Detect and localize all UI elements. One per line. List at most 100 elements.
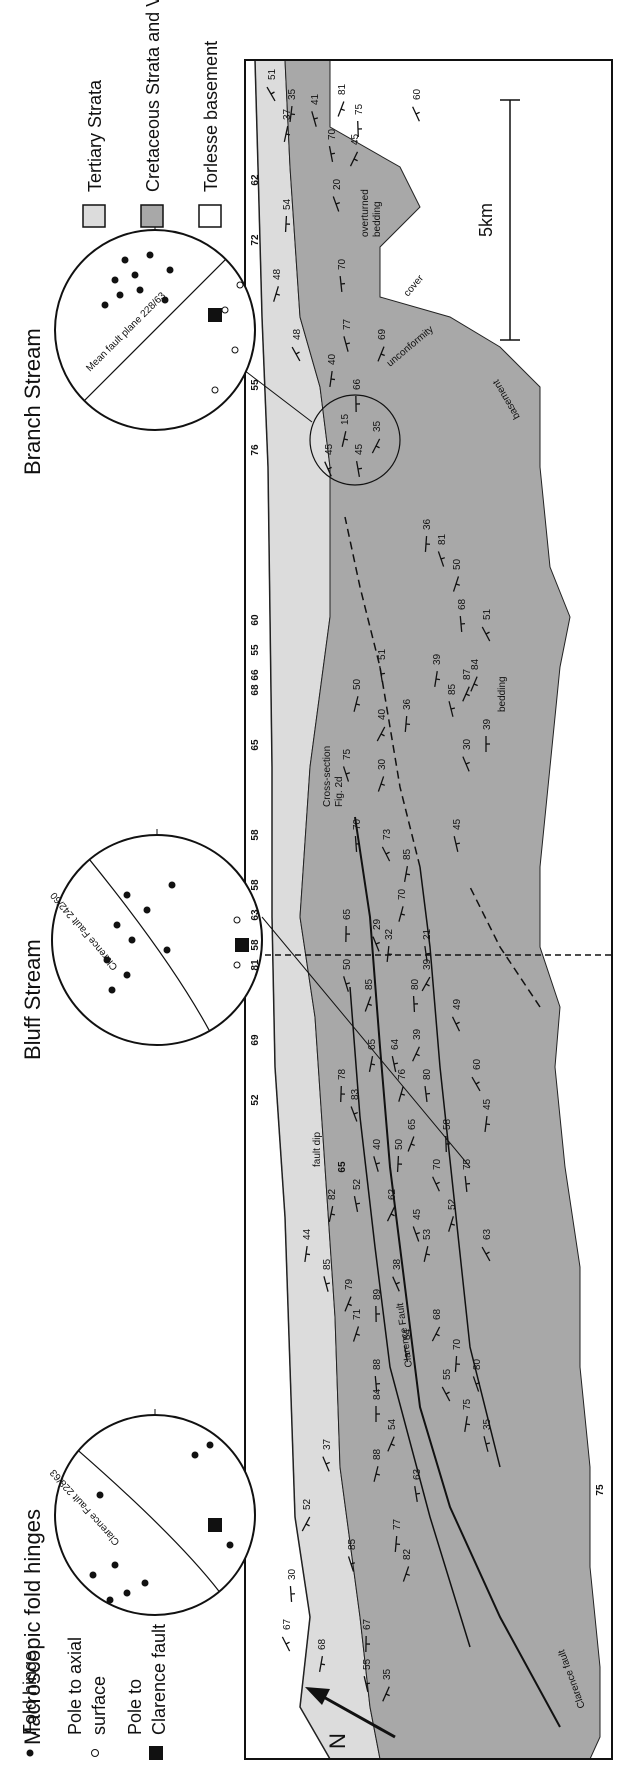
dip-tick <box>286 1642 290 1644</box>
dip-value: 80 <box>410 978 421 990</box>
coast-dip: 55 <box>250 379 261 391</box>
fold-hinge <box>90 1572 97 1579</box>
dip-value: 50 <box>352 678 363 690</box>
dip-value: 85 <box>347 1538 358 1550</box>
dip-value: 80 <box>472 1358 483 1370</box>
dip-value: 70 <box>452 1338 463 1350</box>
fold-hinge <box>122 257 129 264</box>
dip-value: 70 <box>432 1158 443 1170</box>
dip-value: 76 <box>397 1068 408 1080</box>
coast-dip: 68 <box>250 684 261 696</box>
coast-dip: 58 <box>250 879 261 891</box>
dip-value: 81 <box>437 533 448 545</box>
dip-value: 45 <box>324 443 335 455</box>
dip-value: 20 <box>332 178 343 190</box>
axial-pole <box>232 347 238 353</box>
dip-value: 62 <box>387 1188 398 1200</box>
dip-value: 80 <box>422 1068 433 1080</box>
fold-hinge <box>147 252 154 259</box>
dip-value: 85 <box>447 683 458 695</box>
panel-title: Bluff Stream <box>20 939 45 1060</box>
legend-label: Tertiary Strata <box>85 79 105 192</box>
map-label: bedding <box>497 676 508 712</box>
dip-value: 88 <box>372 1358 383 1370</box>
dip-tick <box>341 109 345 110</box>
dip-value: 83 <box>350 1088 361 1100</box>
dip-tick <box>416 112 420 114</box>
dip-value: 82 <box>327 1188 338 1200</box>
coast-dip: 69 <box>250 1034 261 1046</box>
legend-symbol <box>149 1746 163 1760</box>
stereonet <box>52 835 262 1045</box>
dip-value: 45 <box>350 133 361 145</box>
coast-dip: 66 <box>250 669 261 681</box>
dip-tick <box>426 1254 430 1255</box>
map-label: Cross-section <box>322 746 333 807</box>
map-label: fault dip <box>312 1132 323 1167</box>
legend-label: Clarence fault <box>149 1624 169 1735</box>
dip-tick <box>331 1214 335 1215</box>
fault-pole <box>235 938 249 952</box>
dip-value: 37 <box>282 108 293 120</box>
dip-value: 54 <box>387 1418 398 1430</box>
fold-hinge <box>97 1492 104 1499</box>
map-label: bedding <box>372 201 383 237</box>
dip-value: 60 <box>472 1058 483 1070</box>
legend-label: surface <box>89 1676 109 1735</box>
dip-value: 39 <box>412 1028 423 1040</box>
dip-value: 45 <box>354 443 365 455</box>
legend-label: Pole to <box>125 1679 145 1735</box>
dip-value: 68 <box>457 598 468 610</box>
dip-tick <box>286 134 290 135</box>
fold-hinge <box>102 302 109 309</box>
dip-value: 73 <box>382 828 393 840</box>
dip-value: 77 <box>342 318 353 330</box>
dip-value: 66 <box>352 378 363 390</box>
legend-label: Pole to axial <box>65 1637 85 1735</box>
dip-value: 70 <box>327 128 338 140</box>
dip-value: 75 <box>342 748 353 760</box>
scale-bar <box>500 100 520 340</box>
fold-hinge <box>162 297 169 304</box>
axial-pole <box>234 962 240 968</box>
dip-value: 84 <box>372 1388 383 1400</box>
dip-value: 51 <box>377 648 388 660</box>
dip-value: 52 <box>352 1178 363 1190</box>
dip-value: 50 <box>342 958 353 970</box>
axial-pole <box>234 917 240 923</box>
legend-label: Fold hinge <box>20 1651 40 1735</box>
dip-value: 36 <box>402 698 413 710</box>
dip-value: 85 <box>364 978 375 990</box>
dip-value: 65 <box>342 908 353 920</box>
axial-pole <box>237 282 243 288</box>
fault-pole <box>208 1518 222 1532</box>
coast-dip: 81 <box>250 959 261 971</box>
dip-value: 48 <box>292 328 303 340</box>
dip-value: 58 <box>442 1118 453 1130</box>
scale-label: 5km <box>476 203 496 237</box>
dip-value: 64 <box>390 1038 401 1050</box>
coast-dip: 62 <box>250 174 261 186</box>
dip-tick <box>344 439 348 440</box>
coast-dip: 58 <box>250 829 261 841</box>
dip-value: 84 <box>470 658 481 670</box>
legend-label: Cretaceous Strata and Volcanics <box>143 0 163 192</box>
dip-value: 40 <box>377 708 388 720</box>
fold-hinge <box>227 1542 234 1549</box>
dip-value: 35 <box>372 420 383 432</box>
dip-value: 67 <box>362 1618 373 1630</box>
legend-swatch <box>83 205 105 227</box>
dip-value: 50 <box>452 558 463 570</box>
dip-value: 70 <box>337 258 348 270</box>
fold-hinge <box>129 937 136 944</box>
landscape-figure: 5km N fault dip Cross-section Fig. 2d Cl… <box>20 0 612 1760</box>
dip-tick <box>381 673 385 674</box>
axial-pole <box>212 387 218 393</box>
dip-tick <box>356 1203 360 1204</box>
dip-value: 53 <box>422 1228 433 1240</box>
dip-value: 40 <box>372 1138 383 1150</box>
coast-dip: 65 <box>250 739 261 751</box>
dip-value: 63 <box>482 1228 493 1240</box>
fold-hinge <box>117 292 124 299</box>
dip-value: 65 <box>407 1118 418 1130</box>
